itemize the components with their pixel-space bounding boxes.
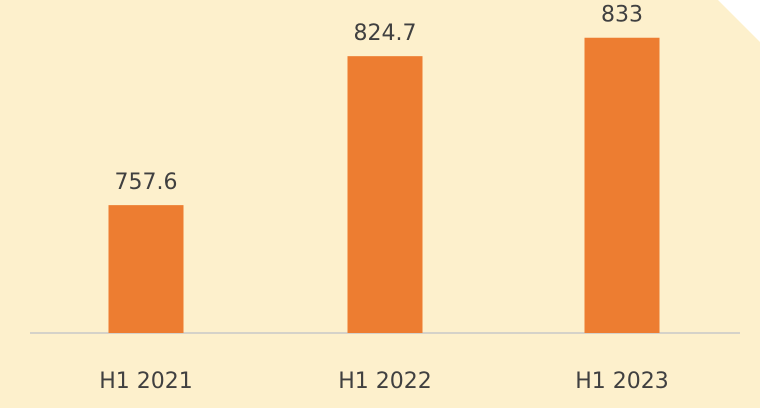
x-tick-label: H1 2021 (99, 369, 193, 394)
bar (584, 37, 660, 334)
bar (347, 56, 423, 333)
x-tick-label: H1 2022 (338, 369, 432, 394)
data-label: 757.6 (115, 170, 178, 195)
x-tick-label: H1 2023 (575, 369, 669, 394)
corner-fold (718, 0, 760, 42)
bar (108, 205, 184, 333)
data-label: 824.7 (354, 21, 417, 46)
data-label: 833 (601, 3, 643, 28)
